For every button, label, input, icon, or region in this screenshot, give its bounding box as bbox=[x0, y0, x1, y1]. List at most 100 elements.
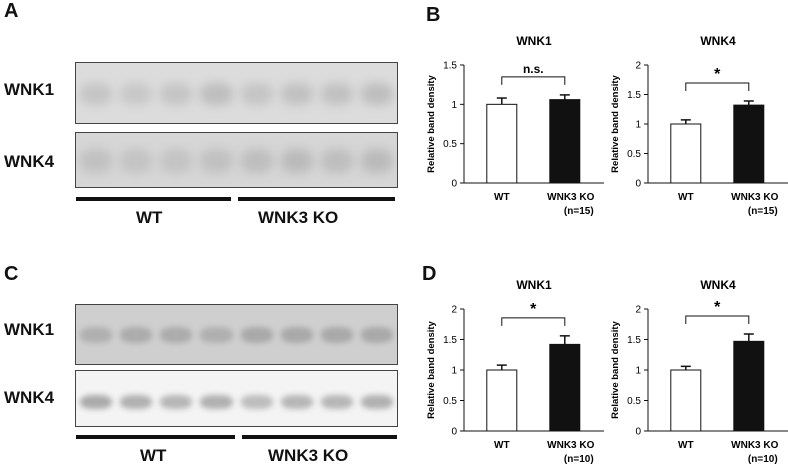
blot-label-wnk4-a: WNK4 bbox=[4, 152, 55, 171]
y-tick-label: 1.5 bbox=[627, 90, 641, 101]
y-tick-label: 0.5 bbox=[627, 149, 641, 160]
blot-band bbox=[200, 327, 233, 343]
blot-band bbox=[120, 395, 153, 409]
significance-bracket bbox=[501, 317, 566, 326]
blot-band bbox=[240, 149, 273, 173]
x-tick-label: WT bbox=[678, 440, 694, 451]
y-tick-label: 0.5 bbox=[443, 139, 457, 150]
group-label-ko-c: WNK3 KO bbox=[268, 446, 349, 465]
bar-chart-d-wnk4: WNK4 Relative band density 0 0.5 1 1.5 2 WT WNK3… bbox=[610, 278, 788, 465]
y-tick-label: 1 bbox=[451, 100, 457, 111]
blot-band bbox=[320, 149, 353, 173]
group-label-wt-c: WT bbox=[140, 446, 167, 465]
panel-letter-a: A bbox=[4, 0, 19, 22]
blot-band bbox=[160, 327, 193, 343]
chart-title: WNK4 bbox=[700, 34, 736, 48]
blot-band bbox=[80, 149, 113, 173]
blot-band bbox=[240, 83, 273, 105]
wt-group-line-c bbox=[76, 435, 235, 439]
x-tick-label: WNK3 KO bbox=[547, 192, 594, 203]
y-tick-label: 0.5 bbox=[443, 396, 457, 407]
blot-band bbox=[280, 83, 313, 105]
blot-band bbox=[320, 395, 353, 409]
blot-band bbox=[360, 83, 393, 105]
blot-band bbox=[80, 327, 113, 343]
blot-band bbox=[280, 149, 313, 173]
sample-size-label: (n=10) bbox=[748, 454, 778, 465]
significance-label: * bbox=[530, 301, 537, 318]
y-tick-label: 0 bbox=[451, 179, 457, 190]
bar-ko bbox=[733, 340, 765, 432]
chart-title: WNK1 bbox=[516, 34, 552, 48]
y-tick-label: 1 bbox=[451, 366, 457, 377]
western-blot-wnk1-c bbox=[75, 304, 398, 365]
blot-band bbox=[360, 327, 393, 343]
blot-band bbox=[160, 83, 193, 105]
chart-title: WNK4 bbox=[700, 278, 736, 292]
blot-band bbox=[320, 83, 353, 105]
panel-letter-c: C bbox=[4, 263, 19, 285]
bar-chart-d-wnk1: WNK1 Relative band density 0 0.5 1 1.5 2 WT WNK3… bbox=[426, 278, 604, 465]
blot-band bbox=[120, 149, 153, 173]
bar-wt bbox=[486, 103, 518, 184]
blot-band bbox=[320, 327, 353, 343]
y-tick-label: 1.5 bbox=[443, 61, 457, 72]
sample-size-label: (n=15) bbox=[748, 206, 778, 217]
blot-band bbox=[240, 395, 273, 409]
significance-bracket bbox=[685, 82, 750, 91]
y-tick-label: 2 bbox=[635, 305, 641, 316]
significance-bracket bbox=[685, 315, 750, 325]
significance-bracket bbox=[501, 76, 566, 85]
group-label-ko-a: WNK3 KO bbox=[258, 208, 339, 227]
bar-chart-b-wnk4: WNK4 Relative band density 0 0.5 1 1.5 2 WT WNK3… bbox=[610, 34, 788, 217]
bar-wt bbox=[486, 369, 518, 432]
panel-letter-d: D bbox=[422, 263, 437, 285]
blot-band bbox=[160, 395, 193, 409]
y-axis-label: Relative band density bbox=[426, 320, 437, 418]
ko-group-line-c bbox=[242, 435, 397, 439]
blot-label-wnk4-c: WNK4 bbox=[4, 388, 55, 407]
western-blot-wnk1-a bbox=[75, 62, 398, 124]
y-tick-label: 2 bbox=[451, 305, 457, 316]
blot-band bbox=[120, 83, 153, 105]
blot-label-wnk1-c: WNK1 bbox=[4, 320, 55, 339]
y-axis-label: Relative band density bbox=[610, 74, 621, 172]
blot-band bbox=[120, 327, 153, 343]
y-axis-label: Relative band density bbox=[426, 74, 437, 172]
blot-band bbox=[200, 395, 233, 409]
bar-wt bbox=[670, 369, 702, 432]
sample-size-label: (n=15) bbox=[564, 206, 594, 217]
blot-band bbox=[240, 327, 273, 343]
blot-band bbox=[200, 83, 233, 105]
y-tick-label: 1.5 bbox=[443, 335, 457, 346]
chart-title: WNK1 bbox=[516, 278, 552, 292]
significance-label: * bbox=[714, 299, 721, 316]
y-tick-label: 0 bbox=[635, 427, 641, 438]
bar-chart-b-wnk1: WNK1 Relative band density 0 0.5 1 1.5 WT WNK3 … bbox=[426, 34, 604, 217]
blot-band bbox=[280, 327, 313, 343]
group-label-wt-a: WT bbox=[136, 208, 163, 227]
blot-band bbox=[360, 395, 393, 409]
sample-size-label: (n=10) bbox=[564, 454, 594, 465]
x-tick-label: WNK3 KO bbox=[547, 440, 594, 451]
blot-band bbox=[160, 149, 193, 173]
significance-label: n.s. bbox=[523, 62, 544, 76]
panel-letter-b: B bbox=[426, 4, 441, 26]
blot-band bbox=[80, 83, 113, 105]
significance-label: * bbox=[714, 66, 721, 83]
y-tick-label: 1.5 bbox=[627, 335, 641, 346]
bar-wt bbox=[670, 123, 702, 184]
bar-ko bbox=[549, 99, 581, 184]
blot-band bbox=[200, 149, 233, 173]
x-tick-label: WT bbox=[678, 192, 694, 203]
x-tick-label: WT bbox=[494, 440, 510, 451]
bar-ko bbox=[549, 343, 581, 432]
x-tick-label: WNK3 KO bbox=[731, 440, 778, 451]
y-tick-label: 0 bbox=[451, 427, 457, 438]
blot-band bbox=[360, 149, 393, 173]
bar-ko bbox=[733, 104, 765, 184]
ko-group-line-a bbox=[238, 197, 395, 201]
western-blot-wnk4-a bbox=[75, 132, 398, 188]
western-blot-wnk4-c bbox=[75, 370, 398, 427]
blot-label-wnk1-a: WNK1 bbox=[4, 80, 55, 99]
